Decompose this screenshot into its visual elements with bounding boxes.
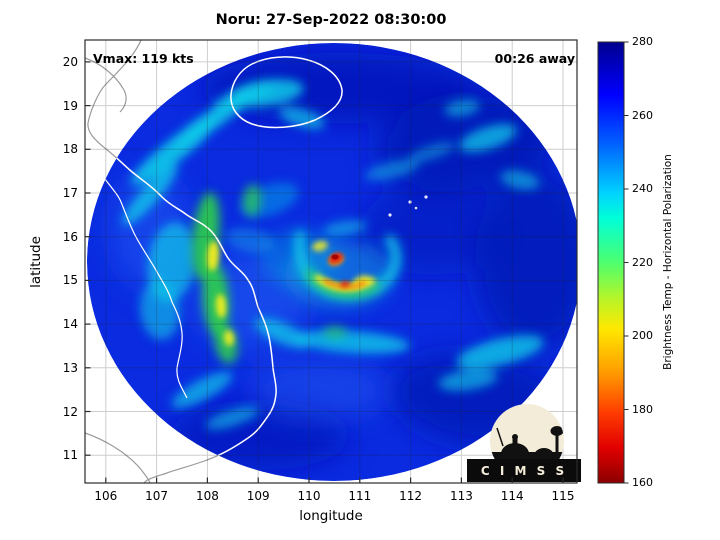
y-tick-label: 17 (62, 186, 78, 200)
x-tick-label: 114 (500, 489, 524, 503)
colorbar (597, 41, 629, 484)
x-tick-label: 113 (449, 489, 473, 503)
time-offset-annotation: 00:26 away (494, 51, 575, 66)
colorbar-tick-label: 160 (632, 476, 653, 489)
y-tick-label: 19 (62, 98, 78, 113)
x-tick-label: 107 (145, 489, 169, 503)
colorbar-tick-label: 280 (632, 35, 653, 48)
colorbar-tick-label: 180 (632, 402, 653, 416)
axis-tick-marks (85, 61, 564, 483)
axes-frame (84, 39, 578, 484)
island-specks (388, 195, 428, 217)
data-swath (87, 43, 577, 481)
colorbar-tick-label: 200 (632, 329, 653, 342)
y-tick-label: 18 (62, 142, 78, 157)
y-tick-label: 20 (62, 54, 78, 69)
eye-warm-spot (329, 252, 350, 288)
colorbar-tick-marks (624, 41, 629, 484)
x-tick-label: 111 (348, 489, 372, 503)
y-tick-label: 14 (62, 317, 78, 332)
colorbar-tick-label: 240 (632, 182, 653, 195)
x-tick-label: 110 (297, 489, 321, 503)
cyan-bands (122, 79, 544, 430)
cimss-logo-text: C I M S S (480, 463, 568, 478)
x-tick-label: 106 (94, 489, 118, 503)
y-tick-label: 15 (62, 273, 78, 288)
y-tick-label: 12 (62, 404, 78, 419)
x-axis-label: longitude (299, 508, 363, 524)
y-axis-label: latitude (28, 236, 44, 288)
coastline-gray (85, 40, 277, 483)
plot-area (85, 40, 577, 483)
y-tick-label: 16 (62, 229, 78, 244)
plot-title: Noru: 27-Sep-2022 08:30:00 (215, 12, 447, 28)
x-tick-label: 115 (551, 489, 575, 503)
cimss-logo (467, 404, 581, 482)
colorbar-tick-label: 220 (632, 255, 653, 269)
x-tick-label: 109 (246, 489, 270, 503)
y-tick-label: 13 (62, 360, 78, 375)
colorbar-label: Brightness Temp - Horizontal Polarizatio… (662, 154, 674, 370)
colorbar-tick-label: 260 (632, 108, 653, 122)
vmax-annotation: Vmax: 119 kts (93, 51, 194, 66)
x-tick-label: 112 (399, 489, 423, 503)
y-tick-label: 11 (62, 448, 78, 463)
x-tick-label: 108 (195, 489, 219, 503)
